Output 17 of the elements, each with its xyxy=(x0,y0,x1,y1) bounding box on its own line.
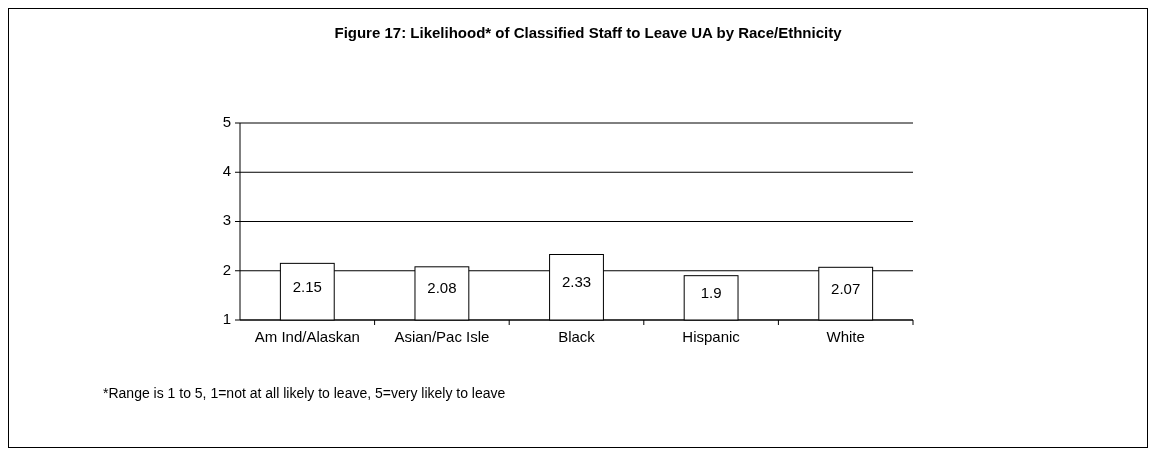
chart-title: Figure 17: Likelihood* of Classified Staff to Leave UA by Race/Ethnicity xyxy=(334,24,843,41)
data-label: 1.9 xyxy=(700,283,722,301)
x-tick-label: Hispanic xyxy=(682,328,741,345)
y-tick-label: 5 xyxy=(222,112,231,130)
y-tick-label: 3 xyxy=(222,211,231,229)
y-tick-label: 1 xyxy=(222,309,231,327)
data-label: 2.07 xyxy=(831,279,861,297)
y-tick-label: 2 xyxy=(222,260,231,278)
x-tick-label: Asian/Pac Isle xyxy=(394,328,490,345)
text: *Range is 1 to 5, 1=not at all likely to leave, 5=very likely to leave xyxy=(103,385,506,401)
data-label: 2.08 xyxy=(427,279,457,297)
data-label: 2.33 xyxy=(561,273,592,291)
x-tick-label: Am Ind/Alaskan xyxy=(254,328,360,345)
data-label: 2.15 xyxy=(292,277,322,295)
y-tick-label: 4 xyxy=(222,162,231,180)
x-tick-label: Black xyxy=(558,328,596,345)
x-tick-label: White xyxy=(826,328,865,345)
